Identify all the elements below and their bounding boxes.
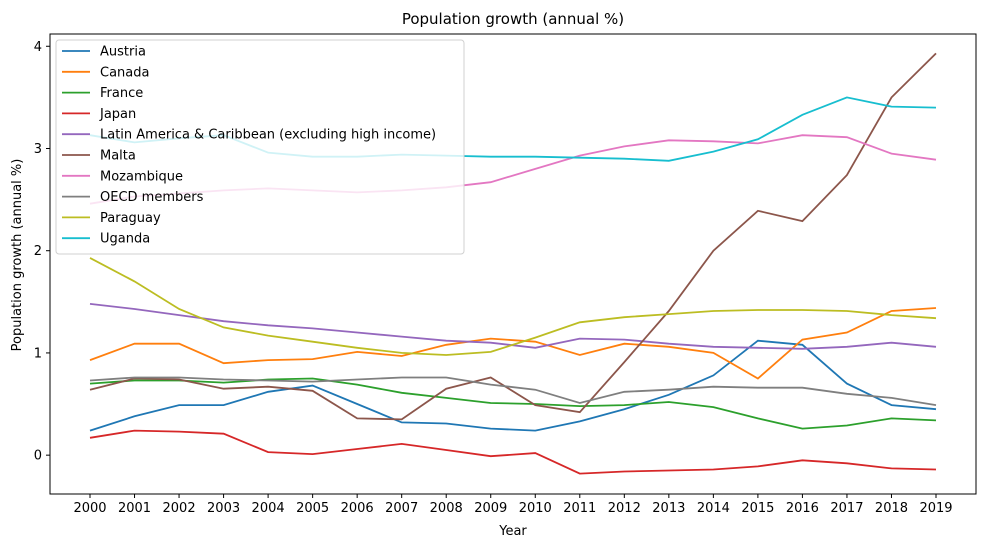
y-axis-label: Population growth (annual %) [10,159,25,352]
x-tick-label: 2011 [563,501,596,516]
x-tick-label: 2009 [474,501,507,516]
series-line-8 [89,257,937,356]
legend-entry: OECD members [100,190,204,205]
y-axis: 0 1 2 3 4 [34,40,50,464]
legend-entry: Austria [100,45,146,60]
x-tick-label: 2012 [608,501,641,516]
x-tick-label: 2001 [118,501,151,516]
legend: Austria Canada France Japan Latin America & … [55,39,465,255]
y-tick-label: 2 [34,244,42,259]
legend-entry: Paraguay [100,211,161,226]
x-tick-label: 2018 [875,501,908,516]
x-tick-label: 2016 [786,501,819,516]
x-tick-label: 2003 [207,501,240,516]
legend-entry: Uganda [100,232,150,247]
x-tick-label: 2006 [341,501,374,516]
series-line-5 [89,52,937,421]
legend-entry: Mozambique [100,169,183,184]
series-line-2 [89,377,937,430]
series-line-1 [89,307,937,380]
y-tick-label: 0 [34,449,42,464]
x-axis-label: Year [498,524,527,539]
legend-entry: Malta [100,149,136,164]
y-tick-label: 4 [34,40,42,55]
chart-title: Population growth (annual %) [402,10,624,28]
y-tick-label: 1 [34,346,42,361]
x-tick-label: 2017 [830,501,863,516]
legend-entry: Latin America & Caribbean (excluding hig… [100,128,436,143]
series-line-7 [89,376,937,406]
x-tick-label: 2019 [919,501,952,516]
series-line-3 [89,429,937,475]
x-tick-label: 2004 [252,501,285,516]
legend-entry: Canada [100,65,149,80]
x-tick-label: 2015 [741,501,774,516]
x-tick-label: 2007 [385,501,418,516]
x-tick-label: 2013 [652,501,685,516]
x-tick-label: 2005 [296,501,329,516]
legend-entry: France [100,86,143,101]
x-tick-label: 2008 [430,501,463,516]
legend-box [55,39,465,255]
x-tick-label: 2000 [73,501,106,516]
x-tick-label: 2002 [163,501,196,516]
x-tick-label: 2014 [697,501,730,516]
plot-frame [49,33,977,495]
legend-entry: Japan [99,107,136,122]
x-axis: 2000 2001 2002 2003 2004 2005 2006 2007 2008 2009… [73,494,953,516]
y-tick-label: 3 [34,142,42,157]
x-tick-label: 2010 [519,501,552,516]
series-line-0 [89,339,937,432]
